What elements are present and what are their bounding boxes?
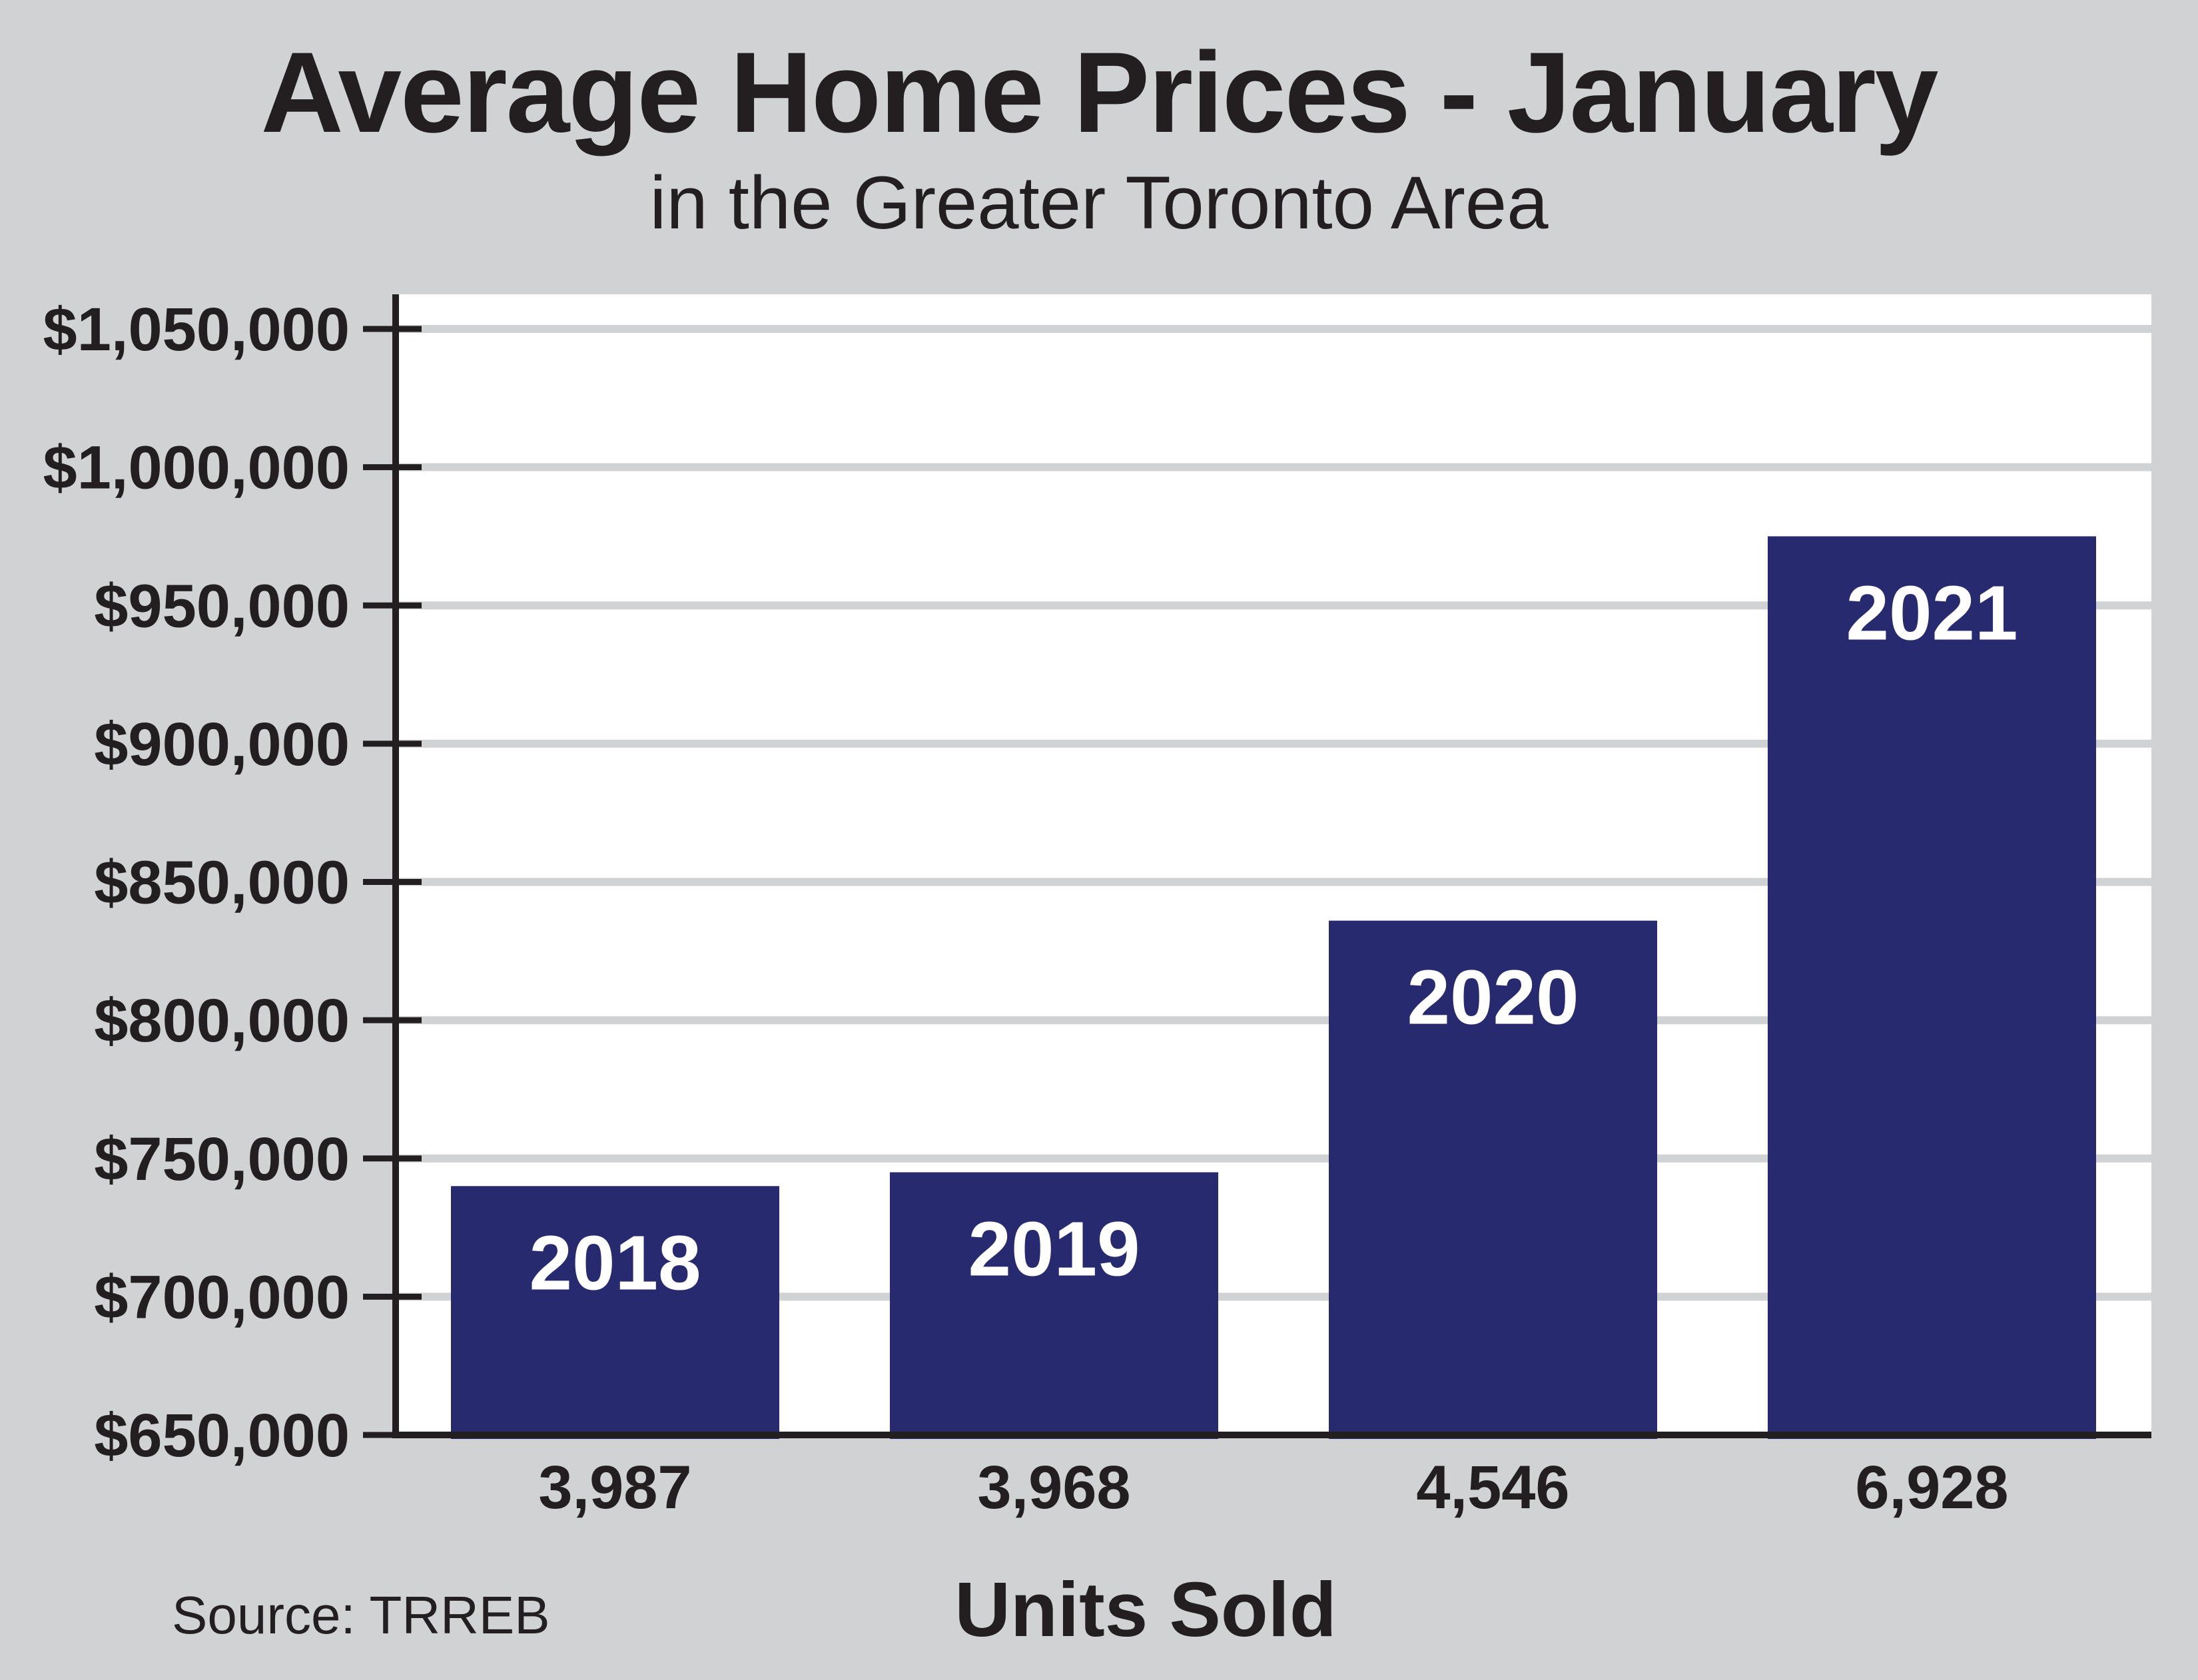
y-tick-label: $700,000 — [94, 1263, 350, 1331]
x-tick-label: 4,546 — [1416, 1454, 1569, 1522]
bar-label: 2019 — [968, 1206, 1140, 1292]
bar — [890, 1172, 1218, 1439]
x-tick-label: 6,928 — [1855, 1454, 2008, 1522]
bar — [451, 1186, 779, 1439]
y-tick-label: $1,050,000 — [43, 296, 350, 364]
bars: 2018 2019 2020 2021 — [451, 536, 2096, 1439]
y-tick-label: $750,000 — [94, 1125, 350, 1193]
bar — [1329, 920, 1657, 1439]
y-tick-label: $850,000 — [94, 849, 350, 917]
y-tick-label: $950,000 — [94, 572, 350, 640]
bar — [1768, 536, 2096, 1439]
x-axis-label: Units Sold — [954, 1566, 1337, 1653]
y-tick-label: $900,000 — [94, 710, 350, 778]
bar-label: 2020 — [1407, 954, 1579, 1041]
source-note: Source: TRREB — [172, 1585, 550, 1645]
y-tick-label: $800,000 — [94, 987, 350, 1055]
y-tick-label: $1,000,000 — [43, 434, 350, 502]
axes — [392, 294, 2151, 1438]
x-tick-label: 3,968 — [977, 1454, 1130, 1522]
x-category-labels: 3,987 3,968 4,546 6,928 — [538, 1454, 2008, 1522]
chart-subtitle: in the Greater Toronto Area — [649, 161, 1549, 244]
bar-label: 2021 — [1846, 569, 2017, 656]
chart-title: Average Home Prices - January — [260, 29, 1939, 156]
y-tick-label: $650,000 — [94, 1402, 350, 1470]
bar-label: 2018 — [529, 1219, 701, 1306]
y-tick-labels: $650,000 $700,000 $750,000 $800,000 $850,000… — [43, 296, 422, 1470]
x-tick-label: 3,987 — [538, 1454, 691, 1522]
